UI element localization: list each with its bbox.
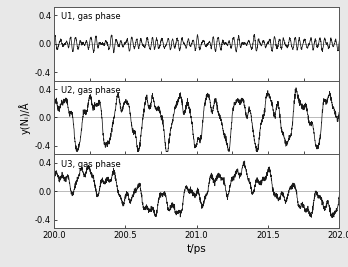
Text: U1, gas phase: U1, gas phase (61, 12, 121, 21)
X-axis label: t/ps: t/ps (187, 244, 206, 254)
Text: U3, gas phase: U3, gas phase (61, 160, 121, 168)
Y-axis label: y(Nᵢ)/Å: y(Nᵢ)/Å (19, 101, 31, 134)
Text: U2, gas phase: U2, gas phase (61, 86, 121, 95)
